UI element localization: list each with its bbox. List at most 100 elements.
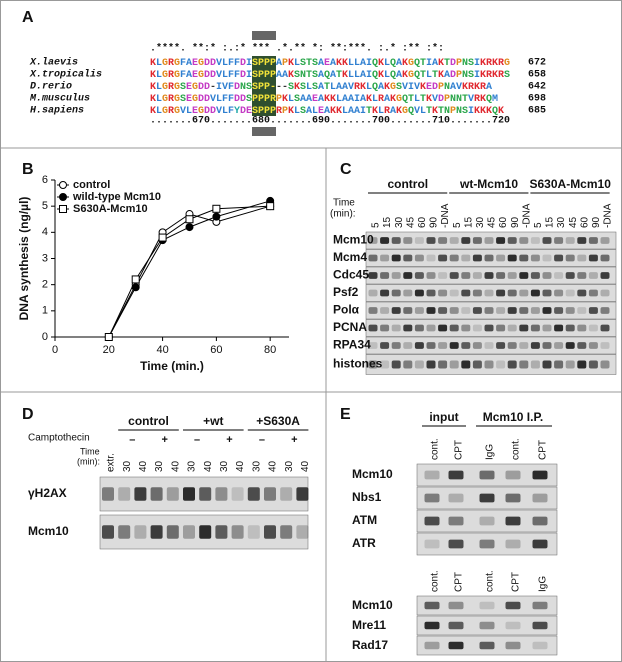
band [507,307,517,314]
band [368,272,378,279]
group-header: Mcm10 I.P. [483,410,543,424]
time-label: Time [333,198,355,209]
band [403,307,413,314]
band [542,237,552,244]
lane-label: 40 [138,460,149,472]
row-label: RPA34 [333,338,371,352]
band [565,254,575,262]
band [380,360,390,369]
row-label: Mcm10 [352,467,393,481]
band [424,641,440,650]
band [554,342,564,349]
band [484,289,494,297]
lane-label: 30 [154,460,165,472]
band [380,237,390,244]
row-label: Psf2 [333,285,359,299]
lane-label: -DNA [440,203,451,228]
band [426,324,436,332]
band [166,525,179,539]
band [449,237,459,244]
lane-label: IgG [485,444,496,460]
residue-number: 698 [528,94,546,105]
band [426,342,436,349]
lane-label: -DNA [521,203,532,228]
band [507,342,517,349]
sequence: KLGRGFAEGDDVLFFDISPPPAPKLSTSAEAKKLLAIQKL… [150,58,510,69]
band [507,254,517,262]
band [479,601,495,610]
treatment-sign: + [291,434,297,446]
band [530,307,540,314]
band [472,324,482,332]
treatment-sign: + [226,434,232,446]
band [577,254,587,262]
lane-label: 40 [203,460,214,472]
band [424,470,440,480]
band [368,289,378,297]
band [532,516,548,526]
band [542,360,552,369]
treatment-sign: + [161,434,167,446]
blot-strip [365,336,617,355]
band [448,601,464,610]
band [484,360,494,369]
band [414,342,424,349]
band [414,324,424,332]
row-label: PCNA [333,320,367,334]
data-point [104,333,113,341]
band [565,307,575,314]
band [479,539,495,549]
band [183,525,195,539]
band [588,324,598,332]
row-label: Mcm4 [333,250,367,264]
blot-strip [365,284,617,302]
band [505,493,521,503]
band [588,342,598,349]
band [472,254,482,262]
row-label: Mcm10 [352,598,393,612]
legend-label: wild-type Mcm10 [72,191,161,203]
band [280,525,293,539]
band [247,487,260,501]
band [530,360,540,369]
band [215,525,228,539]
row-label: Nbs1 [352,490,382,504]
lane-label: 30 [394,216,405,228]
lane-label: 30 [122,460,133,472]
band [530,324,540,332]
band [438,272,448,279]
band [461,237,471,244]
band [505,516,521,526]
band [426,360,436,369]
band [449,307,459,314]
band [479,493,495,503]
band [554,324,564,332]
x-tick-label: 0 [52,344,58,356]
lane-label: IgG [538,576,549,592]
band [461,272,471,279]
band [449,272,459,279]
band [554,307,564,314]
band [484,254,494,262]
band [426,289,436,297]
band [448,539,464,549]
blot-strip [416,615,558,636]
band [565,289,575,297]
band [542,307,552,314]
lane-label: 40 [268,460,279,472]
y-tick-label: 2 [42,279,48,291]
species-name: M.musculus [29,93,90,105]
band [484,237,494,244]
band [424,516,440,526]
band [542,324,552,332]
band [118,487,131,501]
series-line [108,205,271,338]
lane-label: cont. [430,438,441,460]
band [577,307,587,314]
band [479,641,495,650]
band [426,307,436,314]
band [542,342,552,349]
band [530,342,540,349]
row-label: γH2AX [28,486,67,500]
